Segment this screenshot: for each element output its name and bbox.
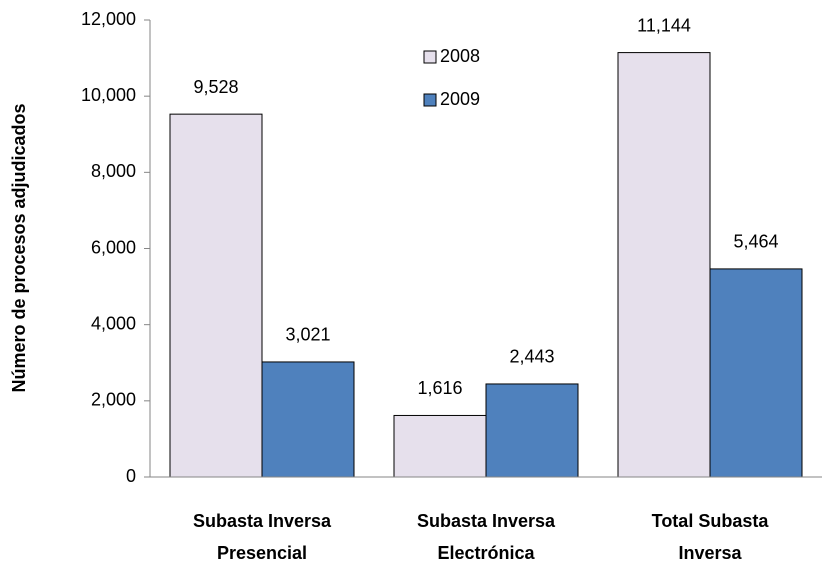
x-tick-label: Subasta Inversa Electrónica <box>417 511 556 562</box>
value-label: 3,021 <box>285 325 330 345</box>
value-label: 5,464 <box>733 232 778 252</box>
y-tick-label: 2,000 <box>91 390 136 410</box>
value-label: 9,528 <box>193 77 238 97</box>
value-label: 1,616 <box>417 378 462 398</box>
value-label: 11,144 <box>637 15 691 35</box>
legend-label: 2008 <box>440 46 480 66</box>
y-tick-label: 4,000 <box>91 313 136 333</box>
bar <box>709 268 803 478</box>
y-tick-label: 6,000 <box>91 237 136 257</box>
bar <box>393 414 487 478</box>
y-tick-label: 10,000 <box>81 85 136 105</box>
value-label: 2,443 <box>509 347 554 367</box>
bar <box>485 383 579 478</box>
legend-label: 2009 <box>440 89 480 109</box>
y-tick-label: 0 <box>126 466 136 486</box>
bar <box>169 113 263 478</box>
y-tick-label: 8,000 <box>91 161 136 181</box>
bar <box>261 361 355 478</box>
legend-swatch <box>423 93 437 107</box>
x-tick-label: Subasta Inversa Presencial <box>193 511 332 562</box>
legend-swatch <box>423 50 437 64</box>
bar <box>617 52 711 478</box>
x-tick-label: Total Subasta Inversa <box>652 511 770 562</box>
y-tick-label: 12,000 <box>81 9 136 29</box>
y-axis-title: Número de procesos adjudicados <box>9 103 29 392</box>
